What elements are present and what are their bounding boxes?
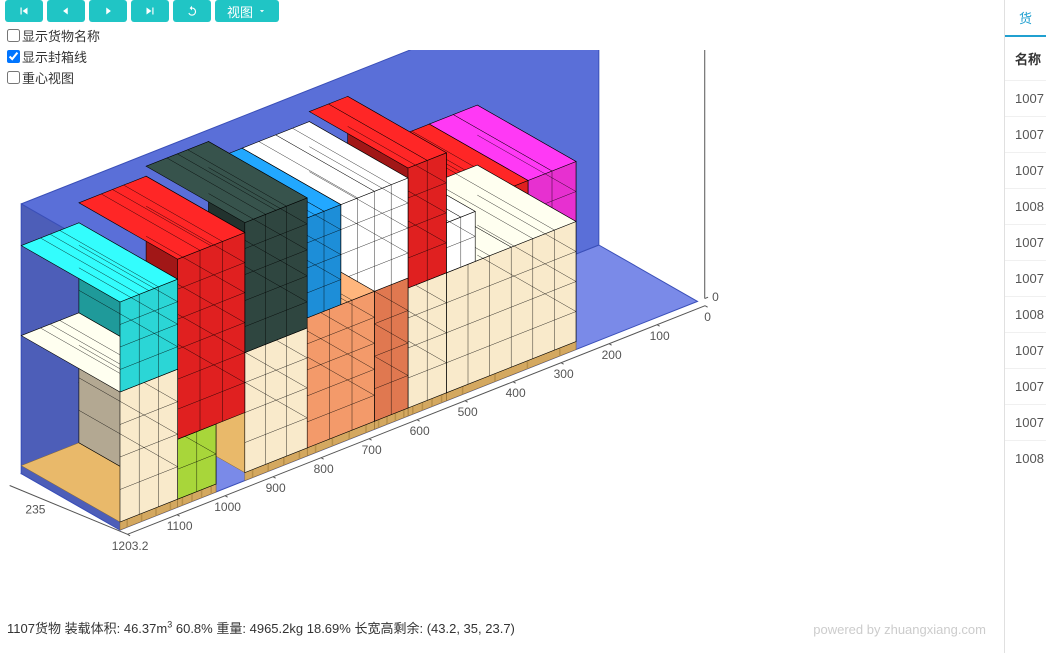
volume-unit-sup: 3 xyxy=(167,620,172,630)
weight-value: 4965.2kg xyxy=(250,621,304,636)
sidebar-row[interactable]: 1007 xyxy=(1005,224,1046,260)
toolbar: 视图 xyxy=(5,0,279,22)
sidebar-row[interactable]: 1007 xyxy=(1005,368,1046,404)
svg-text:235: 235 xyxy=(25,502,45,516)
sidebar-row[interactable]: 1008 xyxy=(1005,440,1046,476)
svg-text:300: 300 xyxy=(554,367,574,381)
svg-text:100: 100 xyxy=(650,329,670,343)
sidebar-row[interactable]: 1007 xyxy=(1005,404,1046,440)
svg-text:700: 700 xyxy=(362,443,382,457)
svg-text:400: 400 xyxy=(506,386,526,400)
svg-text:0: 0 xyxy=(704,310,711,324)
svg-text:900: 900 xyxy=(266,481,286,495)
powered-by: powered by zhuangxiang.com xyxy=(813,622,986,637)
view-dropdown[interactable]: 视图 xyxy=(215,0,279,22)
cb-show-names-input[interactable] xyxy=(7,29,20,42)
status-bar: 1107货物 装载体积: 46.37m3 60.8% 重量: 4965.2kg … xyxy=(7,618,515,637)
sidebar-row[interactable]: 1008 xyxy=(1005,188,1046,224)
svg-text:1100: 1100 xyxy=(167,519,193,533)
sidebar: 货 名称 10071007100710081007100710081007100… xyxy=(1004,0,1046,653)
sidebar-row[interactable]: 1008 xyxy=(1005,296,1046,332)
volume-value: 46.37m xyxy=(124,621,167,636)
sidebar-row[interactable]: 1007 xyxy=(1005,260,1046,296)
sidebar-header: 名称 xyxy=(1005,37,1046,80)
svg-text:0: 0 xyxy=(712,290,719,304)
volume-label: 装载体积: xyxy=(65,621,121,636)
svg-text:500: 500 xyxy=(458,405,478,419)
weight-label: 重量: xyxy=(216,621,246,636)
svg-text:1000: 1000 xyxy=(214,500,241,514)
sidebar-row[interactable]: 1007 xyxy=(1005,80,1046,116)
sidebar-tab[interactable]: 货 xyxy=(1005,0,1046,37)
next-button[interactable] xyxy=(89,0,127,22)
prev-button[interactable] xyxy=(47,0,85,22)
view-label: 视图 xyxy=(227,2,253,21)
container-3d-view[interactable]: 0 100 200 300 400 500 600 700 800 900 1000 1100 1203… xyxy=(0,50,1000,620)
cb-show-names[interactable]: 显示货物名称 xyxy=(7,26,100,45)
cargo-id: 1107货物 xyxy=(7,621,61,636)
svg-text:200: 200 xyxy=(602,348,622,362)
volume-pct: 60.8% xyxy=(176,621,213,636)
sidebar-row[interactable]: 1007 xyxy=(1005,116,1046,152)
refresh-button[interactable] xyxy=(173,0,211,22)
remaining-label: 长宽高剩余: xyxy=(354,621,423,636)
svg-text:800: 800 xyxy=(314,462,334,476)
weight-pct: 18.69% xyxy=(307,621,351,636)
container-svg: 0 100 200 300 400 500 600 700 800 900 1000 1100 1203… xyxy=(0,50,1000,620)
first-button[interactable] xyxy=(5,0,43,22)
svg-text:1203.2: 1203.2 xyxy=(112,539,149,553)
svg-text:600: 600 xyxy=(410,424,430,438)
cb-show-names-label: 显示货物名称 xyxy=(22,26,100,45)
sidebar-row[interactable]: 1007 xyxy=(1005,332,1046,368)
sidebar-row[interactable]: 1007 xyxy=(1005,152,1046,188)
remaining-value: (43.2, 35, 23.7) xyxy=(427,621,515,636)
last-button[interactable] xyxy=(131,0,169,22)
